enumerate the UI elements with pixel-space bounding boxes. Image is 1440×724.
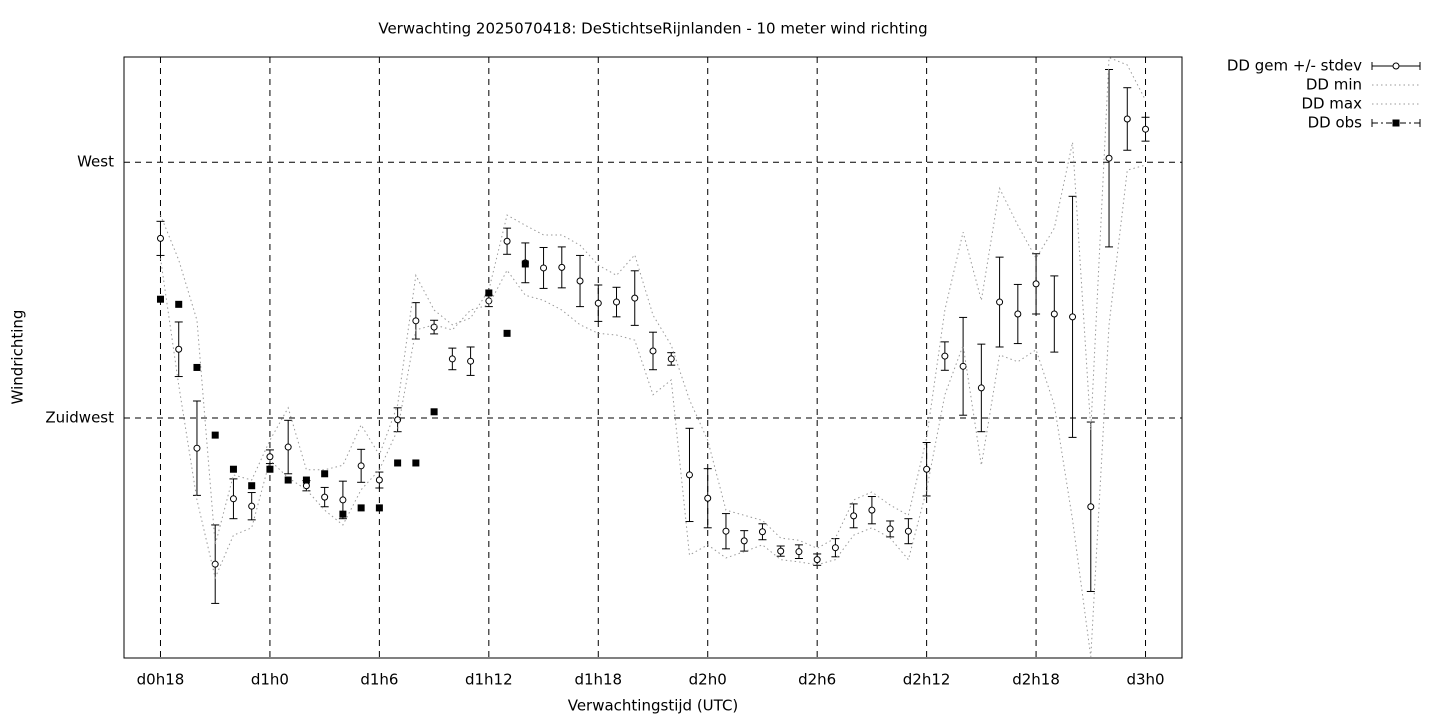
mean-point [795, 548, 803, 556]
mean-point [375, 476, 383, 484]
x-axis-label: Verwachtingstijd (UTC) [568, 697, 739, 715]
mean-point [704, 494, 712, 502]
mean-point [941, 352, 949, 360]
mean-point [394, 416, 402, 424]
mean-point [558, 263, 566, 271]
obs-point [375, 504, 383, 512]
mean-point [1069, 313, 1077, 321]
obs-point [321, 470, 329, 478]
mean-point [850, 512, 858, 520]
obs-point [302, 476, 310, 484]
obs-point [503, 329, 511, 337]
mean-point [886, 525, 894, 533]
mean-point [357, 462, 365, 470]
mean-point [1014, 310, 1022, 318]
legend-label: DD max [1301, 95, 1362, 113]
obs-point [248, 482, 256, 490]
x-tick-label: d1h6 [360, 671, 398, 689]
mean-point [467, 357, 475, 365]
mean-point [831, 544, 839, 552]
mean-point [266, 453, 274, 461]
mean-point [923, 465, 931, 473]
mean-point [594, 299, 602, 307]
mean-point [1105, 154, 1113, 162]
mean-point [996, 298, 1004, 306]
mean-point [685, 471, 693, 479]
mean-point [321, 493, 329, 501]
legend-label: DD min [1306, 76, 1362, 94]
legend-label: DD gem +/- stdev [1227, 57, 1362, 75]
x-tick-label: d2h18 [1012, 671, 1060, 689]
y-tick-label: West [77, 153, 114, 171]
mean-point [211, 560, 219, 568]
obs-point [211, 431, 219, 439]
x-tick-label: d2h12 [903, 671, 951, 689]
mean-point [813, 556, 821, 564]
mean-point [959, 362, 967, 370]
mean-point [868, 506, 876, 514]
mean-point [777, 547, 785, 555]
x-tick-label: d1h18 [574, 671, 622, 689]
obs-point [339, 510, 347, 518]
mean-point [576, 277, 584, 285]
mean-point [667, 355, 675, 363]
mean-point [631, 294, 639, 302]
mean-point [175, 345, 183, 353]
x-tick-label: d1h0 [251, 671, 289, 689]
y-axis-label: Windrichting [9, 310, 27, 405]
obs-point [412, 459, 420, 467]
mean-point [613, 298, 621, 306]
x-tick-label: d2h6 [798, 671, 836, 689]
mean-point [540, 264, 548, 272]
obs-point [284, 476, 292, 484]
mean-point [412, 317, 420, 325]
mean-point [503, 237, 511, 245]
mean-point [1087, 503, 1095, 511]
mean-point [448, 355, 456, 363]
mean-point [758, 528, 766, 536]
mean-point [1032, 280, 1040, 288]
mean-point [485, 297, 493, 305]
y-tick-label: Zuidwest [45, 409, 114, 427]
legend-swatch [1392, 119, 1400, 127]
x-tick-label: d3h0 [1126, 671, 1164, 689]
mean-point [339, 496, 347, 504]
legend-label: DD obs [1308, 114, 1363, 132]
mean-point [1123, 115, 1131, 123]
obs-point [229, 465, 237, 473]
mean-point [1050, 310, 1058, 318]
obs-point [193, 363, 201, 371]
mean-point [284, 443, 292, 451]
x-tick-label: d0h18 [137, 671, 185, 689]
x-tick-label: d2h0 [689, 671, 727, 689]
mean-point [977, 384, 985, 392]
obs-point [156, 295, 164, 303]
plot-frame [123, 56, 1183, 659]
mean-point [649, 347, 657, 355]
obs-point [521, 260, 529, 268]
legend-swatch [1392, 62, 1400, 70]
obs-point [394, 459, 402, 467]
line-dd-min [159, 164, 1146, 657]
obs-point [485, 289, 493, 297]
obs-point [357, 504, 365, 512]
mean-point [740, 537, 748, 545]
mean-point [229, 495, 237, 503]
mean-point [904, 527, 912, 535]
x-tick-label: d1h12 [465, 671, 513, 689]
chart-title: Verwachting 2025070418: DeStichtseRijnla… [378, 20, 927, 38]
obs-point [430, 408, 438, 416]
obs-point [175, 300, 183, 308]
obs-point [266, 465, 274, 473]
mean-point [722, 527, 730, 535]
mean-point [248, 502, 256, 510]
mean-point [156, 234, 164, 242]
mean-point [193, 444, 201, 452]
mean-point [1142, 125, 1150, 133]
